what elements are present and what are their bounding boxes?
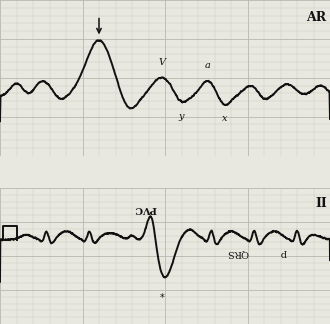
Text: II: II (315, 197, 327, 211)
Text: V: V (158, 58, 165, 67)
Text: a: a (205, 61, 211, 70)
Text: PVC: PVC (134, 204, 156, 213)
Text: QRS: QRS (227, 249, 248, 258)
Text: *: * (159, 293, 164, 303)
Text: AR: AR (307, 11, 327, 24)
Text: y: y (179, 112, 184, 121)
Text: p: p (281, 249, 287, 258)
Text: x: x (222, 113, 227, 122)
